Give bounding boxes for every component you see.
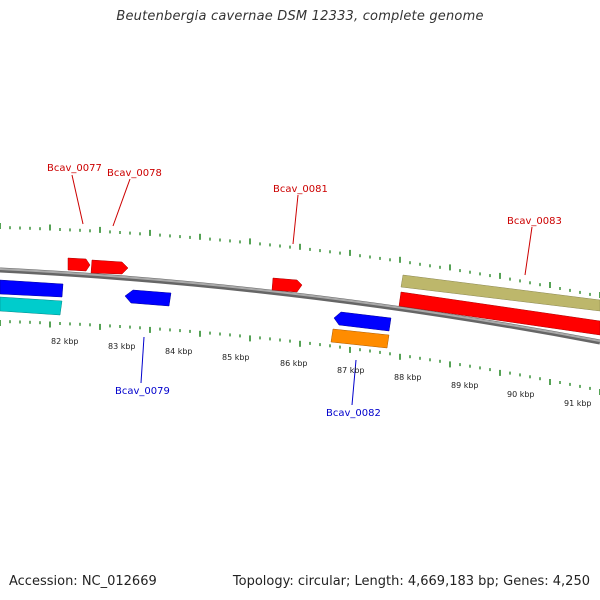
gene-label-bcav-0077: Bcav_0077: [47, 163, 102, 174]
map-title: Beutenbergia cavernae DSM 12333, complet…: [116, 9, 484, 24]
gene-bcav-0081[interactable]: [271, 277, 303, 293]
ruler-label-84kbp: 84 kbp: [165, 347, 193, 356]
ruler-label-87kbp: 87 kbp: [337, 366, 365, 375]
gene-label-bcav-0082: Bcav_0082: [326, 408, 381, 419]
gene-label-bcav-0083: Bcav_0083: [507, 216, 562, 227]
gene-reverse-left[interactable]: [0, 279, 64, 298]
leader-bcav-0082: [351, 359, 357, 406]
gene-bcav-0083[interactable]: [398, 291, 600, 336]
gene-cyan-left[interactable]: [0, 296, 63, 316]
genome-backbone: [0, 267, 600, 345]
gene-bcav-0082-upper[interactable]: [333, 311, 392, 332]
genome-backbone-highlight: [0, 268, 600, 342]
gene-label-bcav-0081: Bcav_0081: [273, 184, 328, 195]
genome-stats-text: Topology: circular; Length: 4,669,183 bp…: [232, 574, 590, 589]
leader-bcav-0081: [292, 194, 299, 245]
gene-bcav-0077[interactable]: [67, 257, 91, 272]
gene-orange-block[interactable]: [330, 328, 390, 349]
ruler-label-86kbp: 86 kbp: [280, 359, 308, 368]
gene-bcav-0078[interactable]: [90, 259, 129, 275]
ruler-label-90kbp: 90 kbp: [507, 390, 535, 399]
ruler-label-91kbp: 91 kbp: [564, 399, 592, 408]
upper-tick-track: [0, 223, 600, 298]
leader-bcav-0078: [112, 178, 131, 227]
lower-tick-track: [0, 320, 600, 395]
gene-label-bcav-0078: Bcav_0078: [107, 168, 162, 179]
gene-label-bcav-0079: Bcav_0079: [115, 386, 170, 397]
leader-bcav-0077: [71, 174, 84, 225]
ruler-label-88kbp: 88 kbp: [394, 373, 422, 382]
ruler-label-82kbp: 82 kbp: [51, 337, 79, 346]
ruler-label-83kbp: 83 kbp: [108, 342, 136, 351]
gene-khaki-block[interactable]: [400, 274, 600, 312]
gene-bcav-0079[interactable]: [124, 289, 172, 307]
ruler-label-89kbp: 89 kbp: [451, 381, 479, 390]
ruler-label-85kbp: 85 kbp: [222, 353, 250, 362]
leader-bcav-0079: [140, 336, 145, 384]
accession-text: Accession: NC_012669: [9, 574, 157, 589]
leader-bcav-0083: [524, 226, 533, 276]
